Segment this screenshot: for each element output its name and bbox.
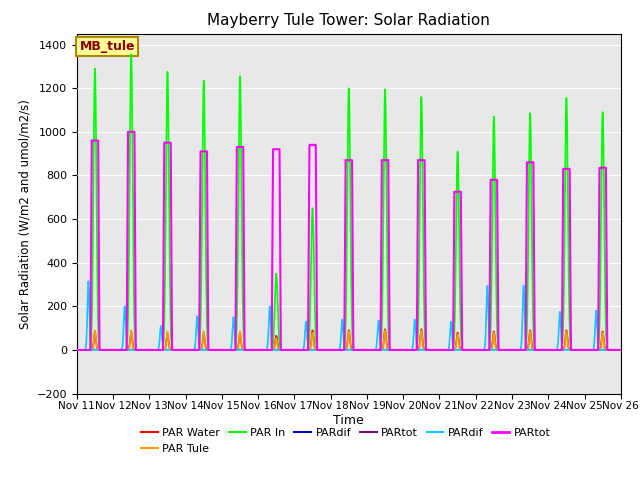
X-axis label: Time: Time	[333, 414, 364, 427]
Title: Mayberry Tule Tower: Solar Radiation: Mayberry Tule Tower: Solar Radiation	[207, 13, 490, 28]
Legend: PAR Water, PAR Tule, PAR In, PARdif, PARtot, PARdif, PARtot: PAR Water, PAR Tule, PAR In, PARdif, PAR…	[137, 424, 555, 458]
Y-axis label: Solar Radiation (W/m2 and umol/m2/s): Solar Radiation (W/m2 and umol/m2/s)	[18, 99, 31, 328]
Text: MB_tule: MB_tule	[79, 40, 135, 53]
